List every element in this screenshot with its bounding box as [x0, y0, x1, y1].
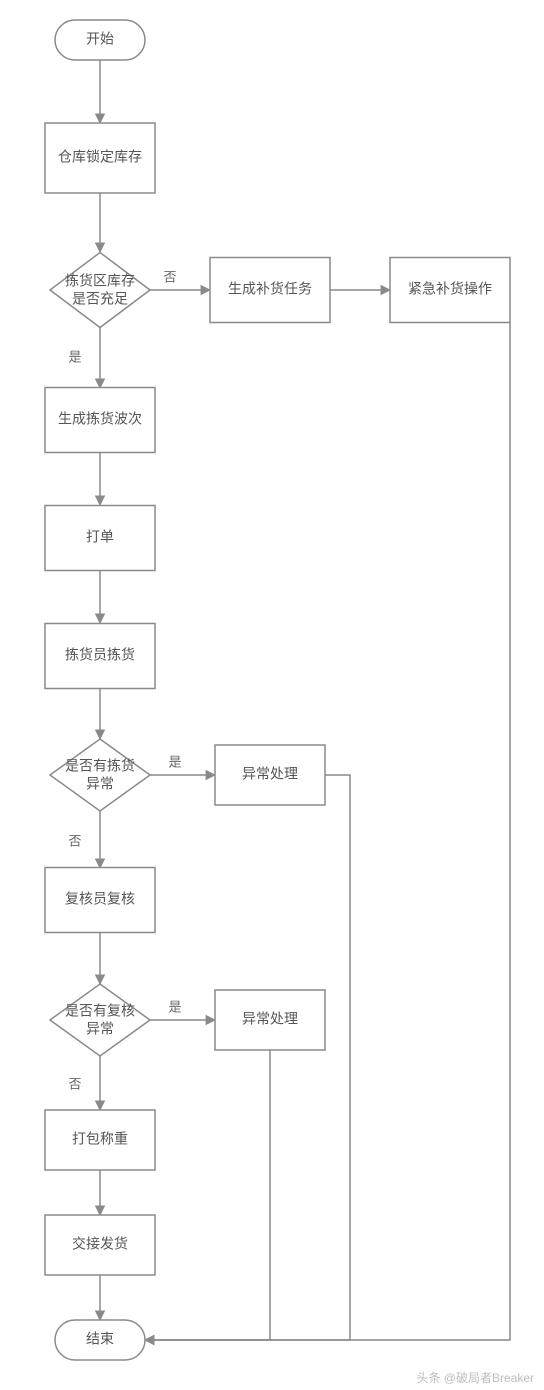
node-gen_wave: 生成拣货波次	[45, 388, 155, 453]
node-pick: 拣货员拣货	[45, 624, 155, 689]
node-label-ship: 交接发货	[72, 1236, 128, 1252]
edge-exc1-to-end	[145, 775, 350, 1340]
node-label-exc1: 异常处理	[242, 766, 298, 782]
edge-exc2-to-end	[145, 1050, 270, 1340]
node-label1-d_pick: 是否有拣货	[65, 758, 135, 774]
node-d_rev: 是否有复核异常	[50, 984, 150, 1056]
node-label1-d_stock: 拣货区库存	[65, 273, 135, 289]
node-review: 复核员复核	[45, 868, 155, 933]
node-label1-d_rev: 是否有复核	[65, 1003, 135, 1019]
edge-urg_rep-to-end	[145, 322, 510, 1340]
node-exc1: 异常处理	[215, 745, 325, 805]
node-label2-d_rev: 异常	[86, 1021, 114, 1037]
node-label-review: 复核员复核	[65, 891, 135, 907]
node-label-lock: 仓库锁定库存	[58, 149, 142, 165]
node-end: 结束	[55, 1320, 145, 1360]
node-label-gen_wave: 生成拣货波次	[58, 411, 142, 427]
node-label-pack: 打包称重	[72, 1131, 128, 1147]
node-urg_rep: 紧急补货操作	[390, 258, 510, 323]
node-lock: 仓库锁定库存	[45, 123, 155, 193]
node-label-exc2: 异常处理	[242, 1011, 298, 1027]
node-start: 开始	[55, 20, 145, 60]
node-d_stock: 拣货区库存是否充足	[50, 253, 150, 328]
node-label-urg_rep: 紧急补货操作	[408, 281, 492, 297]
node-label2-d_pick: 异常	[86, 776, 114, 792]
node-label2-d_stock: 是否充足	[72, 291, 128, 307]
node-exc2: 异常处理	[215, 990, 325, 1050]
node-print: 打单	[45, 506, 155, 571]
node-label-gen_rep: 生成补货任务	[228, 281, 312, 297]
node-label-end: 结束	[86, 1331, 114, 1347]
node-gen_rep: 生成补货任务	[210, 258, 330, 323]
edge-label-d_stock-gen_rep: 否	[163, 269, 176, 284]
edge-label-d_rev-pack: 否	[68, 1076, 81, 1091]
flowchart-diagram: 否是是否是否开始仓库锁定库存拣货区库存是否充足生成补货任务紧急补货操作生成拣货波…	[0, 0, 544, 1390]
edge-label-d_pick-exc1: 是	[168, 754, 181, 769]
node-d_pick: 是否有拣货异常	[50, 739, 150, 811]
node-label-start: 开始	[86, 31, 114, 47]
watermark-text: 头条 @破局者Breaker	[416, 1370, 534, 1385]
edge-label-d_stock-gen_wave: 是	[68, 349, 81, 364]
node-label-print: 打单	[86, 529, 114, 545]
edge-label-d_rev-exc2: 是	[168, 999, 181, 1014]
edge-label-d_pick-review: 否	[68, 833, 81, 848]
node-pack: 打包称重	[45, 1110, 155, 1170]
node-label-pick: 拣货员拣货	[65, 647, 135, 663]
node-ship: 交接发货	[45, 1215, 155, 1275]
